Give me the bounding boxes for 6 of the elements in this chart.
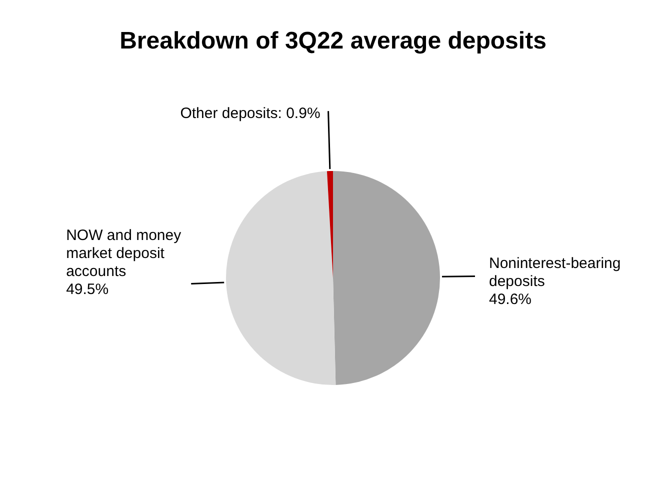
chart-title: Breakdown of 3Q22 average deposits [120,28,546,55]
slice-label: Other deposits: 0.9% [180,105,320,122]
data-label: 49.6% [488,290,532,308]
slice-label: Noninterest-bearing deposits [488,254,621,290]
data-label: 49.5% [66,280,109,298]
slice-label: NOW and money market deposit accounts [66,226,182,280]
